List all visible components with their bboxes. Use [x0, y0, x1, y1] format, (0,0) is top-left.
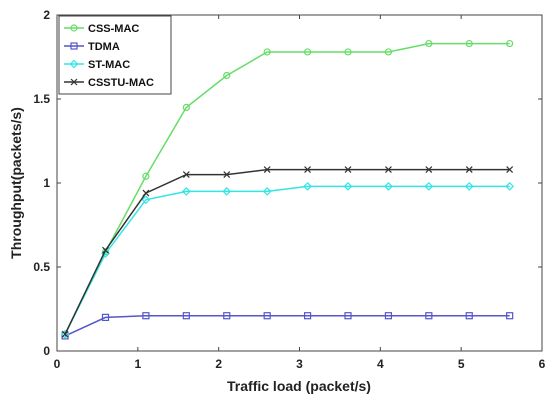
- data-point: [505, 182, 515, 191]
- data-point: [222, 187, 232, 196]
- data-point: [182, 171, 190, 179]
- data-point: [304, 166, 312, 173]
- legend-label: ST-MAC: [88, 59, 130, 71]
- x-tick-label: 6: [539, 357, 546, 371]
- data-point: [182, 103, 190, 112]
- x-tick-label: 1: [134, 357, 141, 371]
- legend-marker: [69, 59, 79, 69]
- series-layer: [60, 39, 515, 340]
- legend-label: CSSTU-MAC: [88, 77, 154, 89]
- data-point: [61, 330, 69, 338]
- data-point: [506, 39, 514, 48]
- data-point: [465, 166, 473, 173]
- series-line: [64, 42, 510, 335]
- data-point: [223, 312, 231, 320]
- data-point: [506, 312, 514, 320]
- data-point: [384, 182, 393, 191]
- data-point: [344, 48, 352, 56]
- data-point: [344, 312, 352, 320]
- data-point: [182, 312, 190, 320]
- y-axis-label: Throughput(packets/s): [8, 107, 24, 259]
- legend-box: [58, 15, 172, 95]
- series-tdma: [61, 312, 514, 340]
- legend-item: CSSTU-MAC: [64, 77, 154, 89]
- y-tick-label: 1.5: [33, 92, 50, 106]
- x-tick-label: 2: [215, 357, 222, 371]
- data-point: [465, 39, 473, 48]
- data-point: [425, 312, 433, 320]
- data-point: [101, 313, 110, 321]
- data-point: [263, 312, 271, 320]
- series-csstu-mac: [61, 166, 514, 338]
- data-point: [425, 39, 433, 48]
- y-tick-label: 1: [43, 176, 50, 190]
- series-line: [64, 185, 510, 335]
- legend: CSS-MAC TDMA ST-MAC CSSTU-MAC: [58, 15, 172, 95]
- data-point: [384, 312, 393, 320]
- data-point: [262, 187, 272, 196]
- data-point: [384, 48, 393, 56]
- data-point: [343, 182, 353, 191]
- x-tick-label: 3: [296, 357, 303, 371]
- data-point: [506, 166, 514, 173]
- axis-ticks: 0 1 2 3 4 5 6 0 0.5 1 1.5 2: [33, 8, 545, 371]
- data-point: [384, 166, 392, 173]
- series-css-mac: [61, 39, 514, 338]
- legend-item: ST-MAC: [64, 59, 130, 71]
- data-point: [425, 166, 433, 173]
- legend-label: CSS-MAC: [88, 23, 139, 35]
- data-point: [263, 48, 271, 56]
- data-point: [464, 182, 474, 191]
- legend-item: CSS-MAC: [64, 23, 139, 35]
- data-point: [344, 166, 352, 173]
- data-point: [142, 312, 150, 320]
- series-line: [64, 168, 510, 335]
- data-point: [181, 187, 191, 196]
- data-point: [102, 246, 109, 254]
- y-tick-label: 2: [43, 8, 50, 22]
- data-point: [142, 172, 150, 180]
- data-point: [263, 166, 271, 173]
- data-point: [303, 48, 312, 56]
- legend-marker: [70, 78, 78, 86]
- legend-label: TDMA: [88, 41, 120, 53]
- legend-marker: [70, 24, 78, 32]
- data-point: [303, 312, 312, 320]
- data-point: [223, 171, 231, 179]
- y-tick-label: 0: [43, 344, 50, 358]
- legend-marker: [70, 42, 78, 50]
- series-line: [64, 314, 510, 337]
- data-point: [142, 189, 150, 197]
- x-axis-label: Traffic load (packet/s): [227, 378, 371, 394]
- data-point: [60, 329, 70, 339]
- data-point: [303, 182, 312, 191]
- data-point: [424, 182, 434, 191]
- legend-item: TDMA: [64, 41, 120, 53]
- y-tick-label: 0.5: [33, 260, 50, 274]
- data-point: [141, 195, 151, 205]
- data-point: [465, 312, 473, 320]
- x-tick-label: 4: [377, 357, 384, 371]
- data-point: [223, 71, 231, 80]
- x-tick-label: 5: [458, 357, 465, 371]
- x-tick-label: 0: [54, 357, 61, 371]
